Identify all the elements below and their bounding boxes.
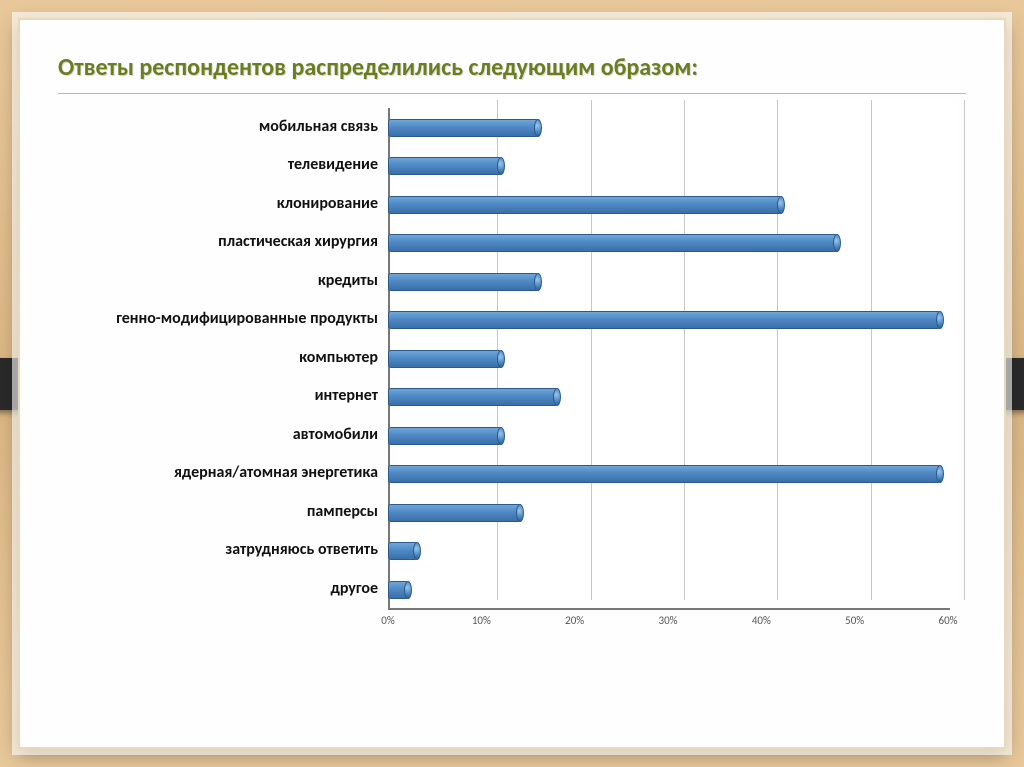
- chart-xtick-label: 0%: [381, 614, 394, 627]
- chart-xtick-label: 40%: [752, 614, 771, 627]
- chart-bar: [388, 119, 539, 137]
- chart-xtick-label: 60%: [938, 614, 957, 627]
- chart-bar: [388, 311, 941, 329]
- chart-category-label: кредиты: [58, 271, 378, 290]
- chart-bar: [388, 196, 782, 214]
- chart-bar: [388, 273, 539, 291]
- chart-xtick-label: 50%: [845, 614, 864, 627]
- chart-category-label: другое: [58, 579, 378, 598]
- title-underline: [58, 93, 966, 94]
- chart-category-label: интернет: [58, 386, 378, 405]
- chart-category-label: мобильная связь: [58, 117, 378, 136]
- slide-title: Ответы респондентов распределились следу…: [58, 54, 966, 83]
- chart-category-label: компьютер: [58, 348, 378, 367]
- chart-bar-endcap: [413, 542, 421, 560]
- chart-bar-endcap: [497, 427, 505, 445]
- chart-category-label: автомобили: [58, 425, 378, 444]
- chart-bar-endcap: [936, 311, 944, 329]
- chart-bar: [388, 350, 502, 368]
- chart-bar-endcap: [497, 350, 505, 368]
- chart-bar: [388, 157, 502, 175]
- chart-bar: [388, 504, 521, 522]
- chart-category-label: телевидение: [58, 155, 378, 174]
- chart-bar: [388, 427, 502, 445]
- chart-category-label: памперсы: [58, 502, 378, 521]
- chart-category-label: пластическая хирургия: [58, 232, 378, 251]
- chart-xtick-label: 20%: [565, 614, 584, 627]
- chart-category-label: затрудняюсь ответить: [58, 540, 378, 559]
- chart-bar: [388, 465, 941, 483]
- chart-bar-endcap: [936, 465, 944, 483]
- chart-bar: [388, 234, 838, 252]
- chart-category-label: клонирование: [58, 194, 378, 213]
- chart-xtick-label: 30%: [658, 614, 677, 627]
- slide-frame: Ответы респондентов распределились следу…: [18, 18, 1006, 749]
- chart-bar-endcap: [404, 581, 412, 599]
- bar-chart: 0% 10% 20% 30% 40% 50% 60% мобильная связь телев…: [58, 102, 966, 642]
- chart-bar-endcap: [516, 504, 524, 522]
- chart-category-label: генно-модифицированные продукты: [58, 309, 378, 328]
- chart-gridline: [964, 100, 965, 600]
- chart-xtick-label: 10%: [472, 614, 491, 627]
- chart-category-label: ядерная/атомная энергетика: [58, 463, 378, 482]
- chart-bar: [388, 388, 558, 406]
- chart-bar-endcap: [777, 196, 785, 214]
- wood-background: Ответы респондентов распределились следу…: [0, 0, 1024, 767]
